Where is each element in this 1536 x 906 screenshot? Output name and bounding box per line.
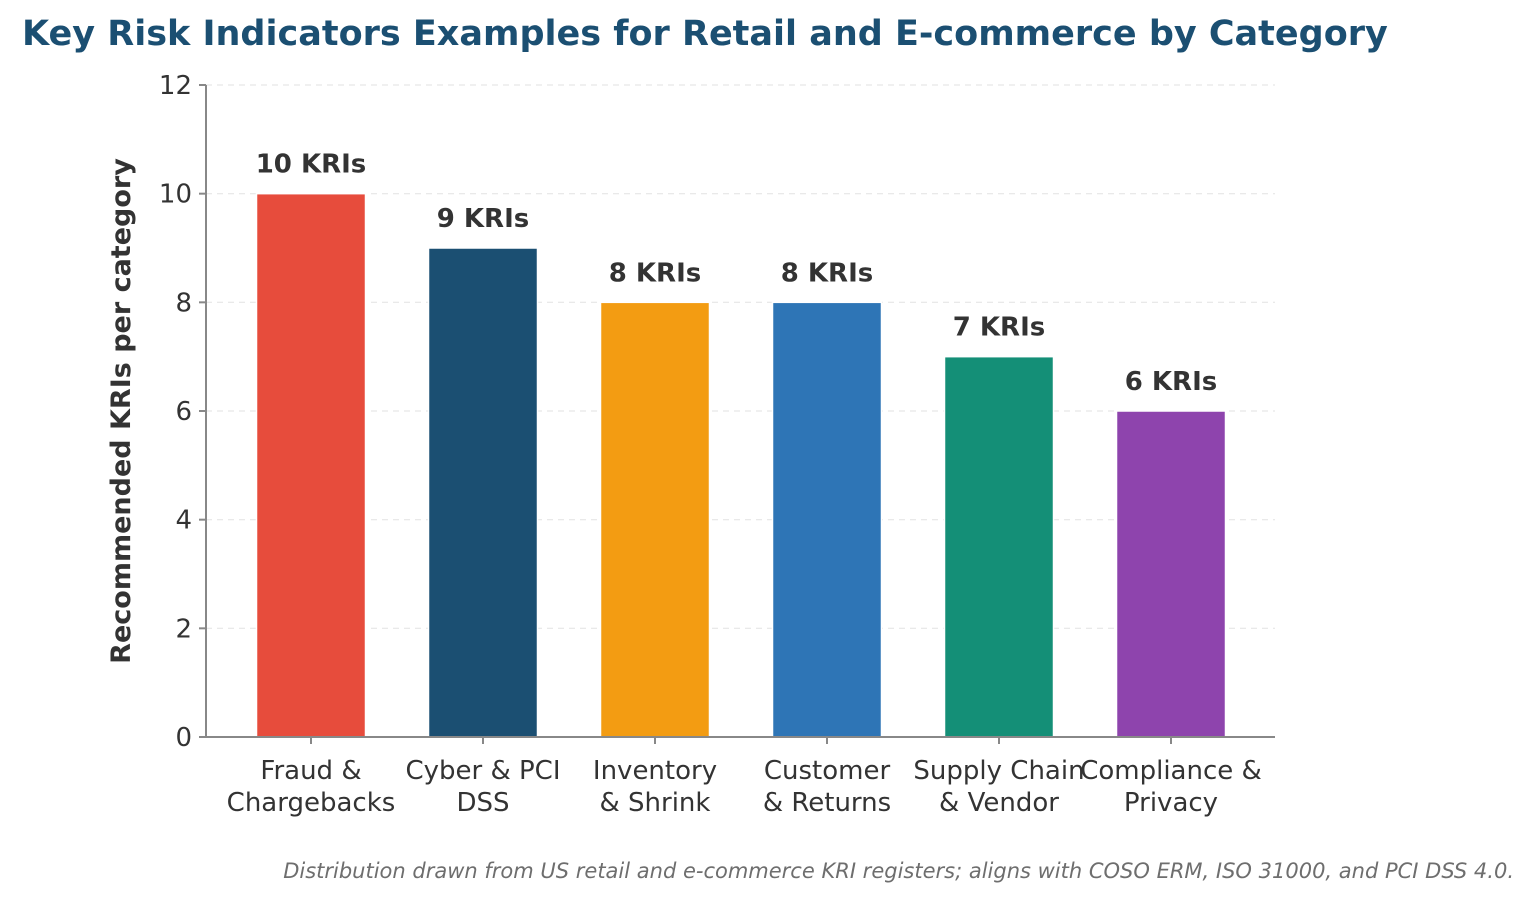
x-tick-label: Privacy: [1124, 788, 1218, 818]
x-tick-label: & Shrink: [600, 788, 711, 818]
source-note: Distribution drawn from US retail and e-…: [283, 859, 1514, 883]
bar-value-label: 8 KRIs: [609, 258, 701, 288]
y-tick-label: 4: [175, 506, 192, 536]
y-tick-label: 10: [159, 180, 192, 210]
bar-value-label: 10 KRIs: [256, 150, 367, 180]
y-axis-title: Recommended KRIs per category: [106, 158, 137, 664]
bar-value-labels: 10 KRIs 9 KRIs 8 KRIs 8 KRIs 7 KRIs 6 KRIs: [256, 150, 1218, 397]
x-tick-label: Cyber & PCI: [405, 756, 560, 786]
x-tick-label: & Returns: [763, 788, 891, 818]
bar-value-label: 7 KRIs: [953, 313, 1045, 343]
x-tick-label: Chargebacks: [227, 788, 396, 818]
bar: [771, 301, 883, 738]
y-tick-label: 12: [159, 71, 192, 101]
axes: [205, 85, 1275, 738]
x-tick-label: DSS: [456, 788, 509, 818]
x-tick-label: Compliance &: [1080, 756, 1262, 786]
bar-value-label: 9 KRIs: [437, 204, 529, 234]
bars: [255, 192, 1227, 738]
x-tick-label: Fraud &: [260, 756, 361, 786]
bar-value-label: 6 KRIs: [1125, 367, 1217, 397]
chart-title: Key Risk Indicators Examples for Retail …: [22, 14, 1388, 54]
bar: [255, 192, 367, 738]
x-tick-label: Customer: [764, 756, 891, 786]
y-tick-label: 2: [175, 614, 192, 644]
bar: [943, 355, 1055, 738]
gridlines: [206, 84, 1275, 629]
x-tick-label: Supply Chain: [913, 756, 1084, 786]
y-tick-label: 8: [175, 288, 192, 318]
tick-labels: 0 2 4 6 8 10 12 Fraud &Chargebacks Cyber & PCIDS…: [159, 71, 1262, 818]
y-tick-label: 6: [175, 397, 192, 427]
bar: [599, 301, 711, 738]
x-tick-label: & Vendor: [939, 788, 1059, 818]
x-tick-label: Inventory: [593, 756, 717, 786]
y-tick-label: 0: [175, 723, 192, 753]
bar: [427, 247, 539, 738]
bar-value-label: 8 KRIs: [781, 258, 873, 288]
bar: [1115, 410, 1227, 738]
